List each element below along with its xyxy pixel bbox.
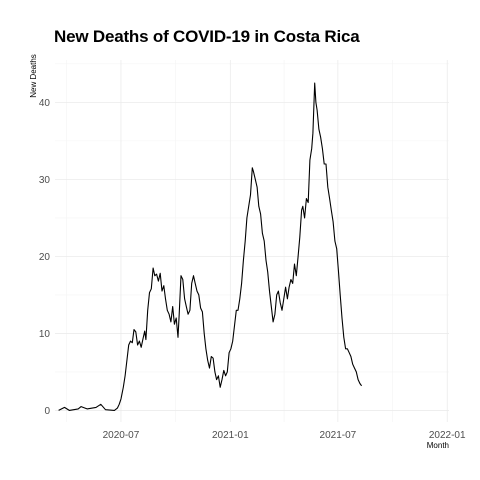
grid-major	[55, 60, 449, 422]
y-tick-label: 10	[39, 329, 51, 340]
y-tick-label: 0	[44, 406, 50, 417]
series-line	[58, 82, 363, 411]
x-tick-label: 2021-07	[320, 430, 357, 441]
y-tick-label: 40	[39, 98, 51, 109]
x-axis-ticks: 2020-07 2021-01 2021-07 2022-01	[103, 430, 466, 441]
y-tick-label: 20	[39, 252, 51, 263]
x-tick-label: 2022-01	[429, 430, 466, 441]
x-axis-title: Month	[427, 441, 449, 450]
grid-minor	[55, 60, 449, 422]
chart-title: New Deaths of COVID-19 in Costa Rica	[54, 27, 360, 46]
x-tick-label: 2020-07	[103, 430, 140, 441]
y-tick-label: 30	[39, 175, 51, 186]
y-axis-ticks: 0 10 20 30 40	[39, 98, 51, 417]
x-tick-label: 2021-01	[212, 430, 249, 441]
y-axis-title: New Deaths	[29, 54, 38, 98]
